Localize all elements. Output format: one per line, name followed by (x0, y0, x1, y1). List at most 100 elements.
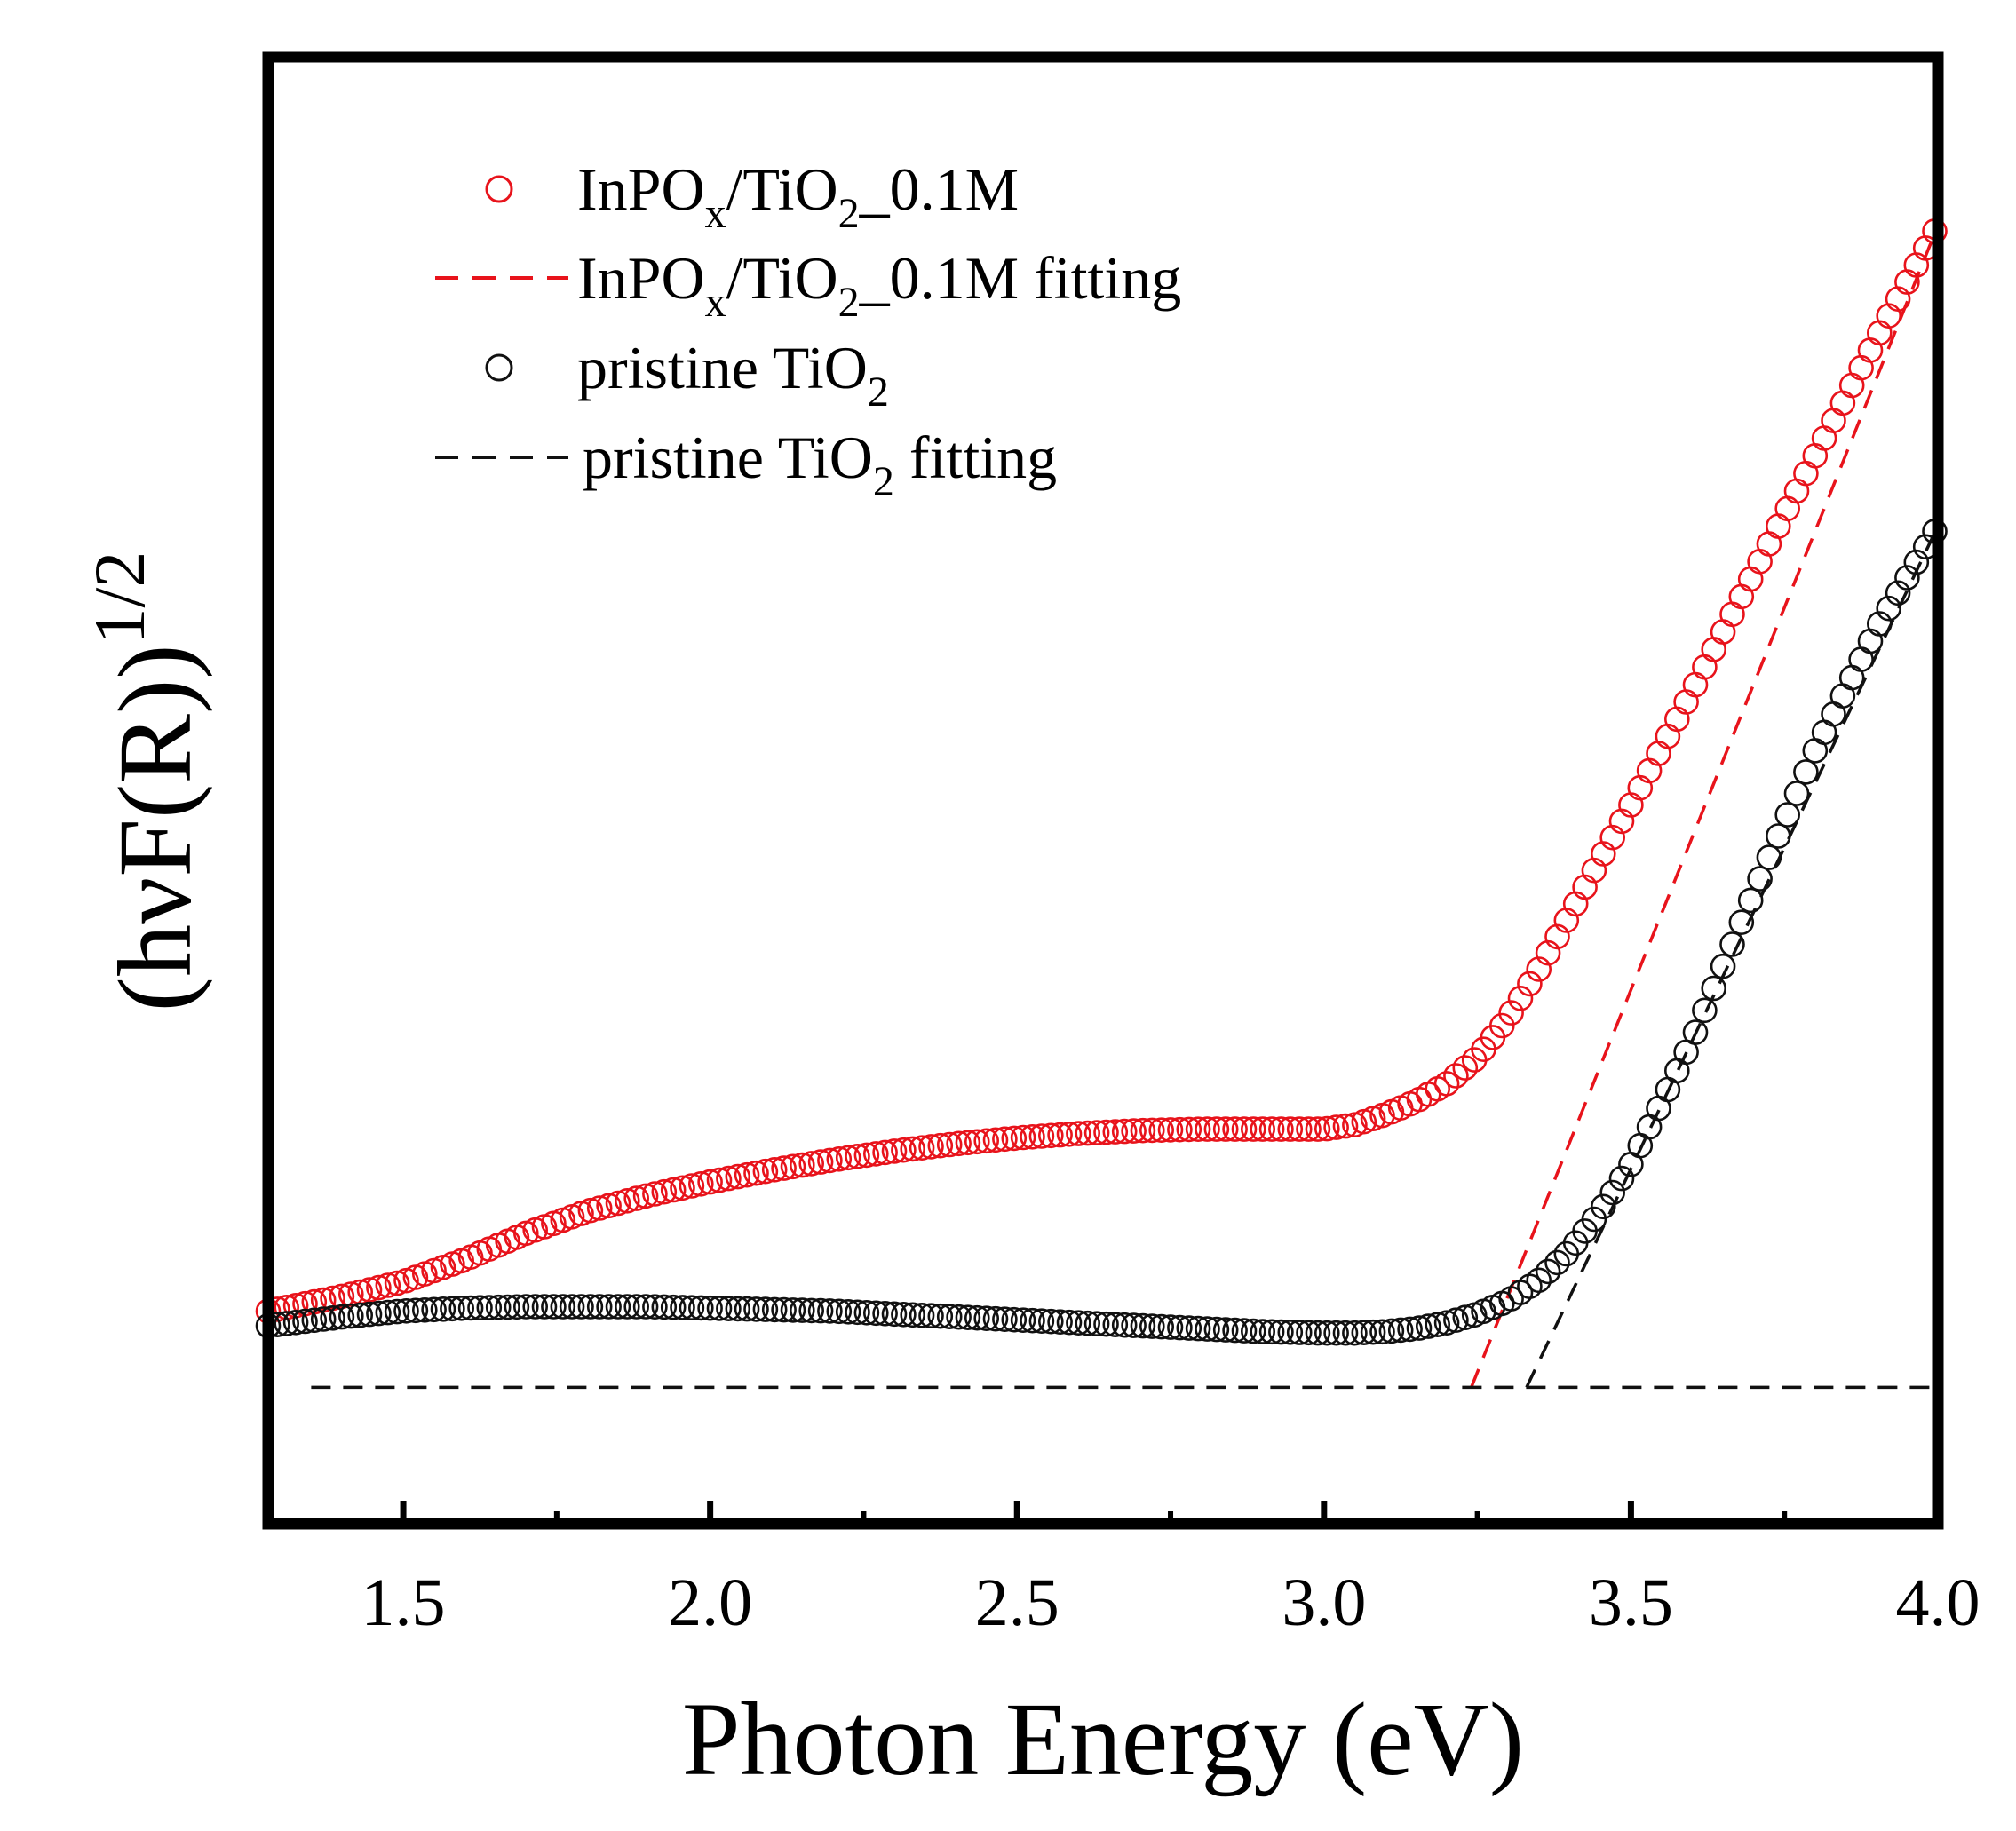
pristine-point (1802, 738, 1829, 764)
legend-label-inpox: InPOx/TiO2_0.1M (577, 155, 1019, 237)
inpox-point (1028, 1123, 1055, 1149)
inpox-point (1848, 354, 1874, 381)
pristine-point (1728, 909, 1755, 935)
pristine-point (1885, 580, 1911, 606)
inpox-point (337, 1281, 364, 1307)
pristine-point (347, 1302, 374, 1328)
pristine-point (853, 1300, 880, 1326)
inpox-point (881, 1138, 908, 1164)
fit-lines (311, 225, 1940, 1390)
inpox-point (687, 1171, 714, 1197)
pristine-point (1010, 1307, 1036, 1333)
pristine-point (457, 1295, 484, 1321)
pristine-point (1130, 1312, 1156, 1339)
pristine-point (1443, 1307, 1469, 1333)
inpox-point (1314, 1115, 1340, 1142)
pristine-point (1397, 1316, 1423, 1343)
pristine-point (1342, 1320, 1368, 1346)
inpox-point (1737, 566, 1764, 592)
inpox-point (356, 1277, 383, 1303)
pristine-point (375, 1299, 401, 1326)
inpox-series (255, 218, 1948, 1324)
inpox-point (918, 1134, 944, 1160)
inpox-tio2-0-1m-fitting-line (1470, 225, 1940, 1389)
pristine-point (623, 1294, 650, 1320)
inpox-point (1176, 1116, 1202, 1143)
inpox-point (909, 1135, 935, 1161)
inpox-point (679, 1173, 705, 1199)
pristine-point (1286, 1320, 1313, 1345)
inpox-point (1885, 286, 1911, 313)
pristine-point (1756, 844, 1782, 870)
inpox-point (1305, 1116, 1331, 1142)
pristine-point (1111, 1312, 1138, 1338)
legend-entry-pristine-fitting: pristine TiO2 fitting (435, 424, 1057, 505)
inpox-point (1793, 460, 1819, 487)
pristine-point (1544, 1249, 1570, 1276)
pristine-point (1296, 1320, 1322, 1346)
pristine-point (1056, 1309, 1083, 1336)
pristine-point (706, 1296, 733, 1321)
x-tick-label: 3.0 (1282, 1565, 1366, 1640)
inpox-point (891, 1137, 917, 1163)
pristine-point (1148, 1313, 1174, 1340)
inpox-point (1222, 1116, 1248, 1142)
pristine-point (1351, 1320, 1377, 1345)
inpox-point (1231, 1116, 1258, 1142)
inpox-point (1139, 1117, 1165, 1144)
pristine-point (798, 1297, 825, 1324)
inpox-point (1075, 1120, 1100, 1146)
pristine-point (697, 1295, 723, 1321)
inpox-point (1636, 757, 1663, 784)
inpox-point (1821, 408, 1846, 434)
pristine-point (568, 1294, 594, 1320)
pristine-point (817, 1298, 843, 1324)
pristine-point (282, 1310, 309, 1336)
pristine-point (1121, 1312, 1147, 1338)
pristine-point (1332, 1320, 1359, 1346)
pristine-point (1066, 1310, 1091, 1336)
pristine-point (366, 1300, 392, 1327)
inpox-point (734, 1161, 760, 1188)
inpox-point (1838, 372, 1865, 399)
inpox-point (651, 1178, 678, 1205)
pristine-point (1599, 1179, 1625, 1206)
pristine-point (1838, 664, 1865, 691)
pristine-point (1526, 1267, 1552, 1294)
inpox-point (1747, 548, 1773, 575)
inpox-point (872, 1139, 898, 1166)
pristine-point (1277, 1320, 1304, 1345)
inpox-point (577, 1197, 604, 1224)
inpox-point (789, 1152, 815, 1178)
pristine-point (301, 1307, 328, 1334)
pristine-point (1811, 719, 1837, 746)
inpox-point (1268, 1116, 1294, 1142)
inpox-point (1121, 1118, 1147, 1144)
pristine-point (1231, 1318, 1258, 1344)
x-tick-label: 2.5 (975, 1565, 1060, 1640)
pristine-point (1581, 1206, 1607, 1233)
pristine-point (789, 1297, 815, 1323)
legend-label-pristine-fitting: pristine TiO2 fitting (583, 424, 1057, 505)
inpox-point (1507, 986, 1534, 1011)
inpox-point (1056, 1122, 1083, 1147)
pristine-point (881, 1301, 908, 1328)
inpox-point (1250, 1116, 1275, 1142)
inpox-point (1038, 1122, 1064, 1149)
pristine-point (1406, 1315, 1433, 1341)
x-tick-label: 4.0 (1896, 1565, 1980, 1640)
inpox-point (761, 1157, 788, 1183)
inpox-point (1692, 654, 1718, 680)
inpox-point (1526, 956, 1552, 982)
pristine-point (1360, 1319, 1386, 1345)
inpox-point (586, 1195, 613, 1221)
legend-marker-red-circle (485, 175, 513, 203)
pristine-point (918, 1303, 944, 1328)
inpox-point (1489, 1012, 1515, 1039)
pristine-point (596, 1294, 622, 1320)
inpox-point (697, 1169, 723, 1195)
pristine-point (1719, 931, 1745, 957)
pristine-point (807, 1297, 834, 1324)
inpox-point (743, 1160, 769, 1186)
pristine-point (1323, 1320, 1349, 1346)
